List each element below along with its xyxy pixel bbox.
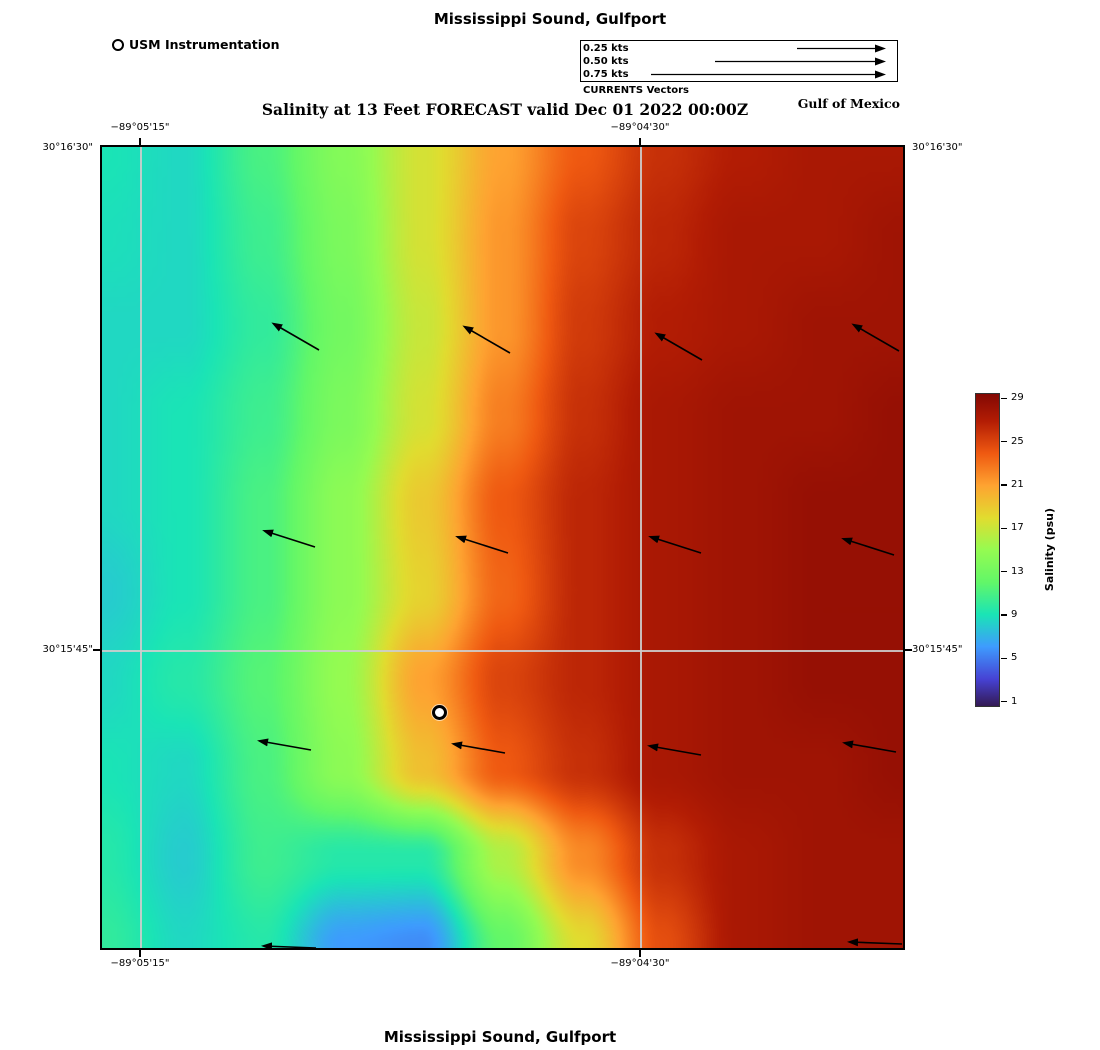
colorbar-tick-label: 5	[1011, 652, 1018, 664]
gridline-lon-left	[140, 147, 142, 948]
lat-tick-label-top-left: 30°16'30"	[42, 142, 93, 153]
currents-legend-box: 0.25 kts 0.50 kts 0.75 kts	[580, 40, 898, 82]
usm-station-marker	[432, 705, 447, 720]
currents-legend-item-label: 0.50 kts	[583, 56, 629, 67]
colorbar-tick-label: 25	[1011, 435, 1024, 447]
colorbar-tick	[1001, 700, 1007, 703]
colorbar-tick	[1001, 397, 1007, 400]
lon-tick-label-top-left: −89°05'15"	[110, 122, 170, 133]
colorbar-title-wrap: Salinity (psu)	[1040, 393, 1058, 707]
colorbar-ticks: 29 25 21 17 13 9 5 1	[1001, 392, 1045, 707]
axis-tick	[639, 950, 641, 957]
lon-tick-label-top-right: −89°04'30"	[610, 122, 670, 133]
axis-tick	[639, 138, 641, 145]
currents-legend-item: 0.50 kts	[583, 55, 895, 68]
gridline-lon-right	[640, 147, 642, 948]
forecast-subtitle: Salinity at 13 Feet FORECAST valid Dec 0…	[261, 100, 749, 119]
lon-tick-label-bottom-left: −89°05'15"	[110, 958, 170, 969]
currents-legend-arrow-icon	[797, 44, 886, 53]
lat-tick-label-mid-left: 30°15'45"	[42, 644, 93, 655]
colorbar-title: Salinity (psu)	[1042, 508, 1056, 592]
colorbar-tick	[1001, 527, 1007, 530]
gulf-of-mexico-label: Gulf of Mexico	[797, 96, 900, 111]
colorbar-tick-label: 1	[1011, 695, 1018, 707]
colorbar-tick-label: 13	[1011, 565, 1024, 577]
station-legend: USM Instrumentation	[112, 37, 280, 52]
colorbar-tick-label: 17	[1011, 522, 1024, 534]
colorbar-tick	[1001, 657, 1007, 660]
colorbar-gradient	[975, 393, 1000, 707]
colorbar-tick-label: 9	[1011, 608, 1018, 620]
lat-tick-label-mid-right: 30°15'45"	[912, 644, 963, 655]
salinity-heatmap	[102, 147, 903, 948]
figure-title-bottom: Mississippi Sound, Gulfport	[383, 1028, 617, 1046]
currents-legend-arrow-icon	[715, 57, 886, 66]
currents-legend-item-label: 0.75 kts	[583, 69, 629, 80]
axis-tick	[93, 649, 100, 651]
colorbar-tick	[1001, 570, 1007, 573]
gridline-lat-mid	[102, 650, 903, 652]
currents-legend-item: 0.75 kts	[583, 68, 895, 81]
colorbar-tick	[1001, 614, 1007, 616]
axis-tick	[905, 649, 912, 651]
currents-legend-item-label: 0.25 kts	[583, 43, 629, 54]
lat-tick-label-top-right: 30°16'30"	[912, 142, 963, 153]
figure-title-top: Mississippi Sound, Gulfport	[433, 10, 667, 28]
currents-legend-item: 0.25 kts	[583, 42, 895, 55]
lon-tick-label-bottom-right: −89°04'30"	[610, 958, 670, 969]
currents-legend-arrow-icon	[651, 70, 886, 79]
station-legend-label: USM Instrumentation	[129, 37, 280, 52]
colorbar-tick-label: 29	[1011, 392, 1024, 404]
axis-tick	[139, 950, 141, 957]
colorbar-tick-label: 21	[1011, 479, 1024, 491]
currents-legend-rows: 0.25 kts 0.50 kts 0.75 kts	[583, 42, 895, 81]
axis-tick	[139, 138, 141, 145]
colorbar-tick	[1001, 484, 1007, 486]
map-area	[100, 145, 905, 950]
station-marker-icon	[112, 38, 124, 51]
currents-legend-caption: CURRENTS Vectors	[583, 85, 690, 96]
colorbar-tick	[1001, 440, 1007, 443]
